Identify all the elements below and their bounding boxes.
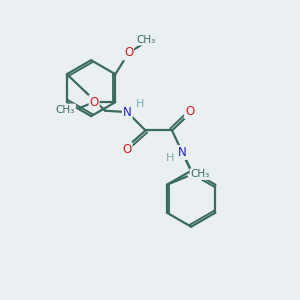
Text: O: O [122,143,132,156]
Text: N: N [123,106,132,119]
Text: H: H [135,99,144,109]
Text: CH₃: CH₃ [136,35,156,45]
Text: CH₃: CH₃ [56,104,75,115]
Text: N: N [178,146,187,159]
Text: O: O [124,46,133,59]
Text: CH₃: CH₃ [190,169,210,179]
Text: H: H [166,153,174,163]
Text: O: O [185,105,194,118]
Text: O: O [89,96,99,109]
